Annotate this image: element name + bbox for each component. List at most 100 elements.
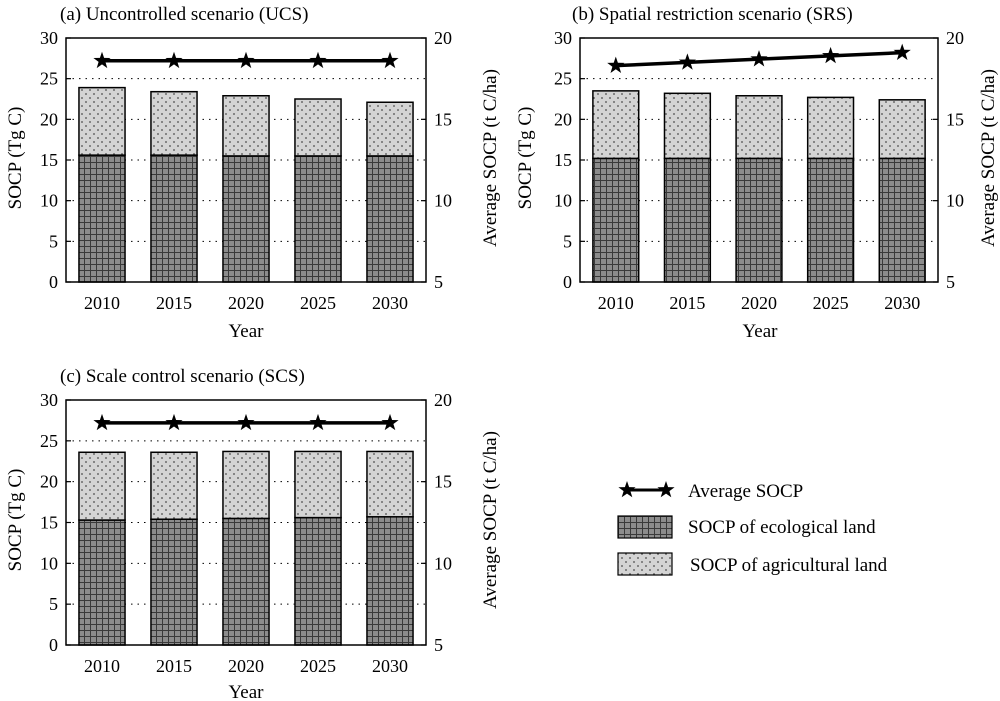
bar-ecological-2015 bbox=[663, 157, 712, 283]
x-tick-label: 2030 bbox=[884, 293, 920, 313]
bar-ecological-2020 bbox=[735, 157, 783, 283]
x-tick-label: 2010 bbox=[84, 293, 120, 313]
panel-a-xlabel: Year bbox=[228, 321, 264, 342]
legend-item-agricultural: SOCP of agricultural land bbox=[617, 552, 888, 576]
y-tick-label: 30 bbox=[40, 28, 58, 48]
bar-ecological-2020 bbox=[222, 155, 270, 283]
legend-label-agricultural: SOCP of agricultural land bbox=[690, 555, 888, 576]
y2-tick-label: 15 bbox=[946, 109, 964, 129]
y2-tick-label: 15 bbox=[434, 109, 452, 129]
bar-ecological-2015 bbox=[150, 518, 198, 646]
bar-agricultural-2030 bbox=[366, 450, 414, 518]
y-tick-label: 15 bbox=[40, 513, 58, 533]
x-tick-label: 2020 bbox=[228, 656, 264, 676]
y-tick-label: 25 bbox=[40, 69, 58, 89]
x-tick-label: 2020 bbox=[228, 293, 264, 313]
bar-agricultural-2015 bbox=[663, 92, 712, 160]
x-tick-label: 2015 bbox=[156, 293, 192, 313]
bar-agricultural-2015 bbox=[150, 90, 198, 156]
y-tick-label: 20 bbox=[40, 472, 58, 492]
y-tick-label: 30 bbox=[554, 28, 572, 48]
panel-b-title: (b) Spatial restriction scenario (SRS) bbox=[572, 4, 853, 25]
bar-ecological-2020 bbox=[222, 517, 270, 646]
x-tick-label: 2025 bbox=[300, 656, 336, 676]
y2-tick-label: 15 bbox=[434, 472, 452, 492]
y-tick-label: 20 bbox=[554, 109, 572, 129]
bar-agricultural-2010 bbox=[78, 86, 126, 156]
bar-ecological-2010 bbox=[592, 157, 640, 283]
y2-tick-label: 20 bbox=[434, 390, 452, 410]
bar-ecological-2030 bbox=[878, 157, 926, 283]
y-tick-label: 20 bbox=[40, 109, 58, 129]
y-tick-label: 5 bbox=[563, 231, 572, 251]
legend: Average SOCP SOCP of ecological land SOC… bbox=[617, 481, 888, 576]
x-tick-label: 2015 bbox=[156, 656, 192, 676]
y-tick-label: 15 bbox=[40, 150, 58, 170]
y2-tick-label: 10 bbox=[434, 191, 452, 211]
legend-label-ecological: SOCP of ecological land bbox=[688, 517, 876, 538]
bar-agricultural-2020 bbox=[222, 94, 270, 157]
legend-item-average-socp: Average SOCP bbox=[618, 481, 803, 502]
panel-c: (c) Scale control scenario (SCS) 0 5 10 15 2… bbox=[5, 366, 501, 701]
x-tick-label: 2010 bbox=[84, 656, 120, 676]
y-tick-label: 5 bbox=[49, 594, 58, 614]
y-tick-label: 15 bbox=[554, 150, 572, 170]
panel-c-xlabel: Year bbox=[228, 682, 264, 701]
y-tick-label: 10 bbox=[40, 191, 58, 211]
panel-a-y2label: Average SOCP (t C/ha) bbox=[480, 69, 501, 247]
legend-swatch-agricultural bbox=[617, 552, 673, 576]
bar-agricultural-2030 bbox=[878, 99, 926, 160]
bar-agricultural-2025 bbox=[806, 96, 855, 160]
x-tick-label: 2025 bbox=[813, 293, 849, 313]
x-tick-label: 2030 bbox=[372, 293, 408, 313]
y2-tick-label: 5 bbox=[434, 635, 443, 655]
panel-c-title: (c) Scale control scenario (SCS) bbox=[60, 366, 305, 387]
y-tick-label: 25 bbox=[554, 69, 572, 89]
bar-ecological-2030 bbox=[366, 516, 414, 646]
bar-agricultural-2020 bbox=[735, 94, 783, 160]
panel-a: (a) Uncontrolled scenario (UCS) 0 5 10 15 20… bbox=[5, 4, 501, 342]
y-tick-label: 0 bbox=[563, 272, 572, 292]
bar-ecological-2015 bbox=[150, 154, 198, 283]
bar-ecological-2010 bbox=[78, 519, 126, 646]
panel-c-ylabel: SOCP (Tg C) bbox=[5, 469, 26, 572]
panel-b-y2label: Average SOCP (t C/ha) bbox=[978, 69, 999, 247]
x-tick-label: 2020 bbox=[741, 293, 777, 313]
bar-agricultural-2020 bbox=[222, 450, 270, 520]
legend-item-ecological: SOCP of ecological land bbox=[617, 515, 876, 539]
panel-a-title: (a) Uncontrolled scenario (UCS) bbox=[60, 4, 309, 25]
y2-tick-label: 5 bbox=[946, 272, 955, 292]
y2-tick-label: 10 bbox=[434, 553, 452, 573]
y2-tick-label: 20 bbox=[946, 28, 964, 48]
x-tick-label: 2015 bbox=[669, 293, 705, 313]
y-tick-label: 0 bbox=[49, 272, 58, 292]
panel-a-ylabel: SOCP (Tg C) bbox=[5, 107, 26, 210]
bar-agricultural-2030 bbox=[366, 101, 414, 157]
bar-ecological-2025 bbox=[294, 155, 342, 283]
y-tick-label: 5 bbox=[49, 231, 58, 251]
legend-label-average-socp: Average SOCP bbox=[688, 481, 803, 502]
y2-tick-label: 5 bbox=[434, 272, 443, 292]
panel-b-xlabel: Year bbox=[742, 321, 778, 342]
y-tick-label: 25 bbox=[40, 431, 58, 451]
x-tick-label: 2010 bbox=[598, 293, 634, 313]
panel-b-ylabel: SOCP (Tg C) bbox=[515, 107, 536, 210]
x-tick-label: 2025 bbox=[300, 293, 336, 313]
bar-agricultural-2025 bbox=[294, 450, 342, 519]
panel-b: (b) Spatial restriction scenario (SRS) 0… bbox=[515, 4, 999, 342]
legend-swatch-ecological bbox=[617, 515, 673, 539]
bar-ecological-2010 bbox=[78, 154, 126, 283]
y2-tick-label: 20 bbox=[434, 28, 452, 48]
bar-ecological-2025 bbox=[806, 157, 855, 283]
bar-agricultural-2025 bbox=[294, 98, 342, 157]
y2-tick-label: 10 bbox=[946, 191, 964, 211]
bar-ecological-2025 bbox=[294, 516, 342, 646]
bar-ecological-2030 bbox=[366, 155, 414, 283]
bar-agricultural-2010 bbox=[592, 90, 640, 160]
bar-agricultural-2015 bbox=[150, 451, 198, 520]
y-tick-label: 0 bbox=[49, 635, 58, 655]
